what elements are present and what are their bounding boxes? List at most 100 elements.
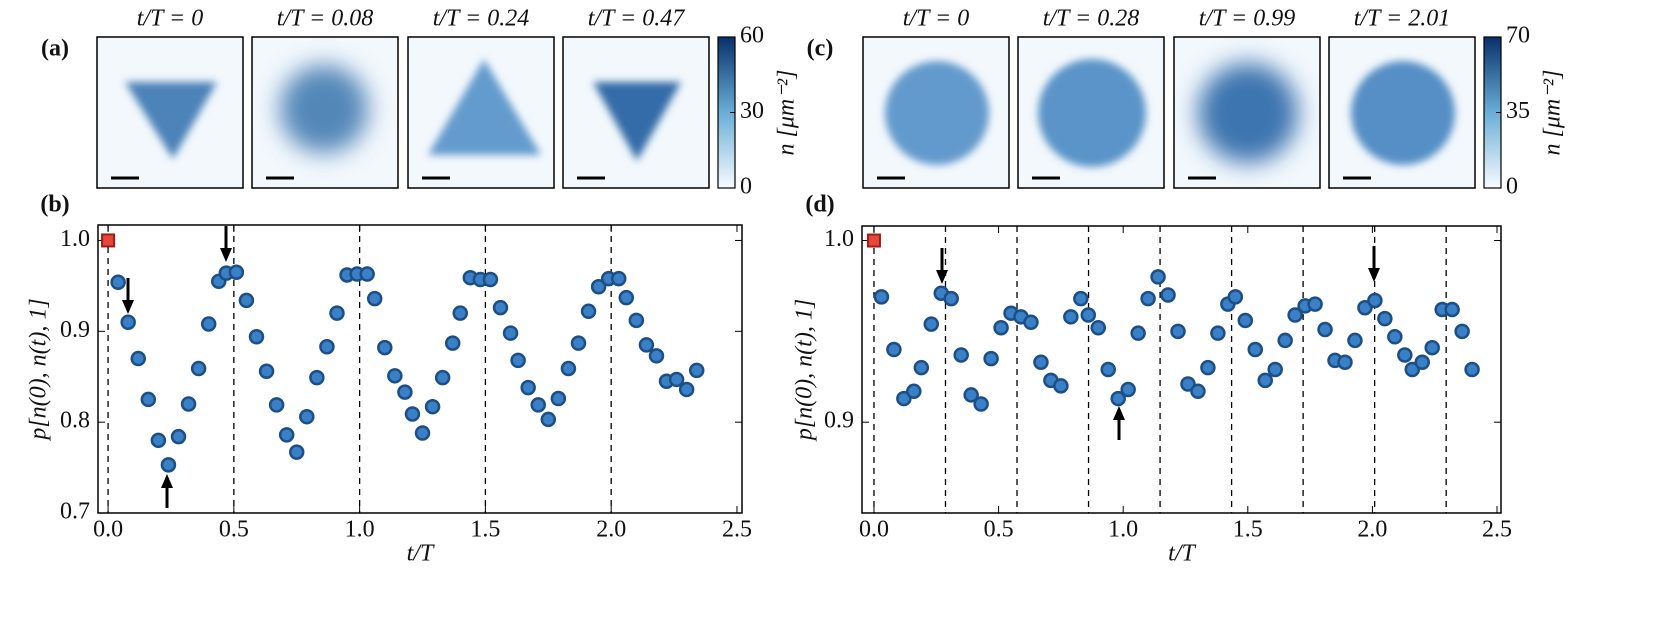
data-point (906, 383, 922, 400)
density-image (125, 82, 217, 159)
data-point (387, 368, 403, 384)
image-title: t/T = 0 (903, 6, 969, 32)
density-image (1038, 59, 1146, 167)
data-point (1090, 319, 1107, 336)
panel-label: (c) (807, 36, 834, 62)
data-point (668, 371, 685, 388)
data-point (953, 347, 969, 363)
data-point (628, 312, 645, 329)
data-point (923, 316, 940, 332)
axes-frame (861, 225, 1502, 514)
x-tick-label: 1.5 (1233, 517, 1263, 543)
y-tick-label: 0.7 (60, 499, 90, 525)
data-point (1190, 383, 1206, 400)
data-point (610, 270, 627, 287)
data-point (1257, 372, 1273, 389)
data-point (130, 350, 146, 367)
data-point (896, 390, 912, 407)
y-tick-label: 0.9 (60, 317, 90, 343)
image-title: t/T = 0.24 (433, 6, 529, 32)
x-tick-label: 2.5 (722, 517, 752, 543)
data-point (502, 325, 519, 341)
image-title: t/T = 0.47 (588, 6, 685, 32)
data-point (452, 305, 468, 321)
data-point (590, 279, 607, 295)
data-point (580, 303, 597, 320)
colorbar-tick-label: 30 (740, 98, 764, 124)
panel-label: (d) (805, 192, 834, 218)
y-axis-label: p[n(0), n(t), 1] (792, 299, 818, 442)
density-image (428, 59, 541, 155)
data-point (540, 411, 557, 428)
data-point (1170, 323, 1186, 340)
data-point (329, 305, 345, 321)
image-frame (862, 36, 1010, 189)
colorbar-tick-label: 70 (1506, 23, 1530, 49)
data-point (1414, 354, 1430, 370)
highlight-point (866, 233, 881, 248)
data-point (618, 289, 635, 306)
data-point (319, 338, 335, 355)
data-point (1063, 309, 1079, 325)
data-point (309, 369, 325, 386)
data-point (1120, 381, 1136, 398)
data-point (943, 290, 959, 307)
data-point (278, 427, 295, 443)
data-point (1367, 292, 1383, 309)
data-point (560, 360, 577, 377)
data-point (1210, 325, 1226, 341)
data-point (1080, 307, 1097, 323)
colorbar-label: n [μm⁻²] (1540, 70, 1566, 156)
y-axis-label: p[n(0), n(t), 1] (26, 298, 52, 441)
data-point (1277, 332, 1293, 349)
density-image (885, 61, 989, 165)
image-frame (251, 36, 399, 189)
data-point (1337, 354, 1353, 370)
x-tick-label: 2.0 (596, 517, 626, 543)
data-point (913, 359, 930, 376)
arrows (122, 226, 1380, 508)
data-point (1247, 341, 1264, 358)
data-point (228, 264, 245, 280)
data-point (1130, 325, 1146, 341)
image-title: t/T = 0.28 (1043, 6, 1139, 32)
data-point (1110, 390, 1126, 407)
x-tick-label: 1.5 (470, 517, 500, 543)
panel-label: (b) (40, 192, 69, 218)
data-point (160, 457, 177, 473)
data-point (1180, 376, 1196, 392)
data-point (648, 348, 665, 364)
colorbar-tick-label: 35 (1506, 98, 1530, 124)
data-point (200, 316, 217, 332)
data-point (1053, 378, 1069, 394)
data-point (268, 397, 285, 413)
data-point (1160, 287, 1176, 303)
image-frame (1017, 36, 1165, 189)
data-point (1397, 347, 1413, 363)
data-point (434, 369, 451, 386)
data-point (414, 425, 431, 441)
panel-label: (a) (41, 36, 69, 62)
data-point (963, 387, 979, 403)
x-axis-label: t/T (407, 541, 435, 567)
image-frame (407, 36, 555, 189)
data-point (550, 390, 567, 407)
image-title: t/T = 0.08 (277, 6, 373, 32)
data-point (1033, 354, 1049, 370)
image-frame (96, 36, 244, 189)
data-point (638, 337, 655, 353)
data-point (1100, 361, 1116, 378)
image-frame (1173, 36, 1321, 189)
data-point (873, 289, 890, 305)
data-point (180, 396, 197, 412)
data-point (492, 299, 509, 316)
density-image (280, 65, 368, 153)
data-point (404, 406, 421, 422)
data-point (238, 292, 255, 309)
y-tick-label: 0.9 (824, 408, 854, 434)
data-point (510, 352, 526, 369)
data-point (1227, 289, 1244, 305)
colorbar-tick-label: 0 (1506, 174, 1518, 200)
data-point (1237, 312, 1254, 329)
